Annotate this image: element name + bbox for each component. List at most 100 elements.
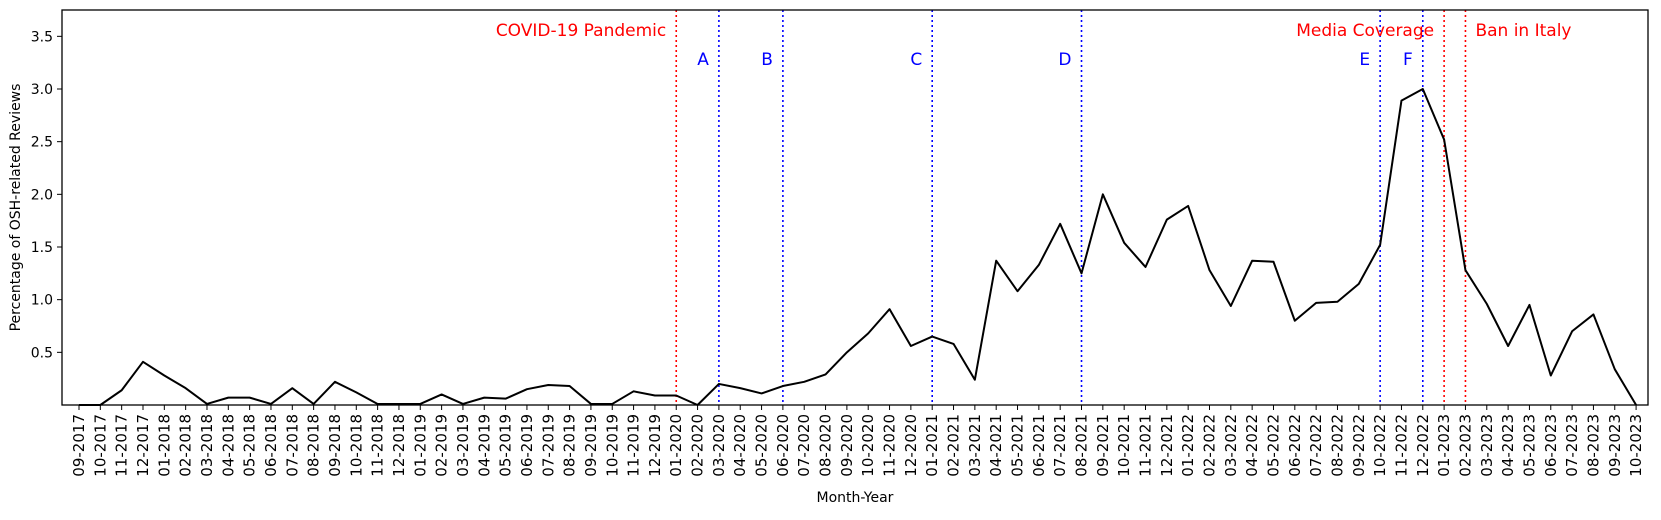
event-label: COVID-19 Pandemic <box>496 21 666 41</box>
x-tick-label: 07-2022 <box>1307 414 1325 477</box>
x-axis-ticks: 09-2017 10-2017 11-2017 12-2017 01-2018 02-20… <box>70 405 1645 477</box>
x-tick-label: 12-2019 <box>646 414 664 477</box>
x-axis-label: Month-Year <box>817 490 894 506</box>
x-tick-label: 03-2023 <box>1478 414 1496 477</box>
y-tick-label: 3.5 <box>31 29 53 45</box>
x-tick-label: 04-2023 <box>1499 414 1517 477</box>
x-tick-label: 06-2020 <box>774 414 792 477</box>
event-label: B <box>761 50 773 70</box>
x-tick-label: 03-2021 <box>966 414 984 477</box>
x-tick-label: 07-2023 <box>1563 414 1581 477</box>
x-tick-label: 11-2021 <box>1137 414 1155 477</box>
x-tick-label: 01-2021 <box>923 414 941 477</box>
x-tick-label: 04-2022 <box>1243 414 1261 477</box>
x-tick-label: 06-2019 <box>518 414 536 477</box>
x-tick-label: 12-2021 <box>1158 414 1176 477</box>
event-label: A <box>697 50 709 70</box>
x-tick-label: 12-2020 <box>902 414 920 477</box>
x-tick-label: 10-2018 <box>347 414 365 477</box>
x-tick-label: 08-2022 <box>1328 414 1346 477</box>
x-tick-label: 06-2021 <box>1030 414 1048 477</box>
x-tick-label: 05-2022 <box>1264 414 1282 477</box>
x-tick-label: 11-2020 <box>881 414 899 477</box>
x-tick-label: 01-2019 <box>411 414 429 477</box>
x-tick-label: 08-2023 <box>1584 414 1602 477</box>
x-tick-label: 03-2019 <box>454 414 472 477</box>
x-tick-label: 04-2020 <box>731 414 749 477</box>
y-axis-label: Percentage of OSH-related Reviews <box>8 84 24 332</box>
x-tick-label: 09-2018 <box>326 414 344 477</box>
x-tick-label: 12-2018 <box>390 414 408 477</box>
x-tick-label: 11-2019 <box>625 414 643 477</box>
x-tick-label: 09-2020 <box>838 414 856 477</box>
x-tick-label: 10-2017 <box>91 414 109 477</box>
x-tick-label: 01-2018 <box>155 414 173 477</box>
x-tick-label: 09-2022 <box>1350 414 1368 477</box>
y-tick-label: 3.0 <box>31 82 53 98</box>
x-tick-label: 02-2019 <box>433 414 451 477</box>
series-line <box>79 88 1637 406</box>
x-tick-label: 11-2022 <box>1392 414 1410 477</box>
x-tick-label: 07-2020 <box>795 414 813 477</box>
x-tick-label: 03-2020 <box>710 414 728 477</box>
x-tick-label: 08-2020 <box>817 414 835 477</box>
x-tick-label: 10-2022 <box>1371 414 1389 477</box>
series-line-group <box>79 88 1637 406</box>
event-label: C <box>910 50 922 70</box>
x-tick-label: 10-2019 <box>603 414 621 477</box>
x-tick-label: 10-2023 <box>1627 414 1645 477</box>
x-tick-label: 07-2021 <box>1051 414 1069 477</box>
x-tick-label: 01-2020 <box>667 414 685 477</box>
x-tick-label: 05-2018 <box>241 414 259 477</box>
x-tick-label: 08-2018 <box>305 414 323 477</box>
x-tick-label: 09-2023 <box>1606 414 1624 477</box>
x-tick-label: 06-2023 <box>1542 414 1560 477</box>
x-tick-label: 10-2021 <box>1115 414 1133 477</box>
x-tick-label: 06-2018 <box>262 414 280 477</box>
x-tick-label: 09-2021 <box>1094 414 1112 477</box>
x-tick-label: 12-2022 <box>1414 414 1432 477</box>
x-tick-label: 06-2022 <box>1286 414 1304 477</box>
x-tick-label: 02-2022 <box>1200 414 1218 477</box>
x-tick-label: 02-2021 <box>945 414 963 477</box>
x-tick-label: 04-2021 <box>987 414 1005 477</box>
x-tick-label: 07-2019 <box>539 414 557 477</box>
x-tick-label: 12-2017 <box>134 414 152 477</box>
x-tick-label: 08-2019 <box>561 414 579 477</box>
x-tick-label: 11-2017 <box>113 414 131 477</box>
x-tick-label: 09-2019 <box>582 414 600 477</box>
x-tick-label: 02-2020 <box>689 414 707 477</box>
y-tick-label: 0.5 <box>31 345 53 361</box>
x-tick-label: 01-2022 <box>1179 414 1197 477</box>
x-tick-label: 03-2022 <box>1222 414 1240 477</box>
y-tick-label: 1.0 <box>31 293 53 309</box>
event-label: Media Coverage <box>1296 21 1434 41</box>
x-tick-label: 05-2021 <box>1009 414 1027 477</box>
x-tick-label: 04-2018 <box>219 414 237 477</box>
x-tick-label: 09-2017 <box>70 414 88 477</box>
x-tick-label: 05-2020 <box>753 414 771 477</box>
x-tick-label: 10-2020 <box>859 414 877 477</box>
y-axis-ticks: 0.5 1.0 1.5 2.0 2.5 3.0 3.5 <box>31 29 62 361</box>
x-tick-label: 02-2018 <box>177 414 195 477</box>
x-tick-label: 05-2023 <box>1520 414 1538 477</box>
y-tick-label: 2.5 <box>31 135 53 151</box>
y-tick-label: 1.5 <box>31 240 53 256</box>
plot-frame <box>61 9 1649 406</box>
x-tick-label: 05-2019 <box>497 414 515 477</box>
event-label: E <box>1359 50 1370 70</box>
x-tick-label: 11-2018 <box>369 414 387 477</box>
y-tick-label: 2.0 <box>31 187 53 203</box>
x-tick-label: 01-2023 <box>1435 414 1453 477</box>
x-tick-label: 08-2021 <box>1073 414 1091 477</box>
event-label: D <box>1058 50 1071 70</box>
event-label: Ban in Italy <box>1475 21 1571 41</box>
event-markers: COVID-19 Pandemic A B C D E F Media Coverage Ban… <box>496 10 1571 405</box>
x-tick-label: 07-2018 <box>283 414 301 477</box>
event-label: F <box>1403 50 1413 70</box>
x-tick-label: 02-2023 <box>1456 414 1474 477</box>
x-tick-label: 03-2018 <box>198 414 216 477</box>
x-tick-label: 04-2019 <box>475 414 493 477</box>
